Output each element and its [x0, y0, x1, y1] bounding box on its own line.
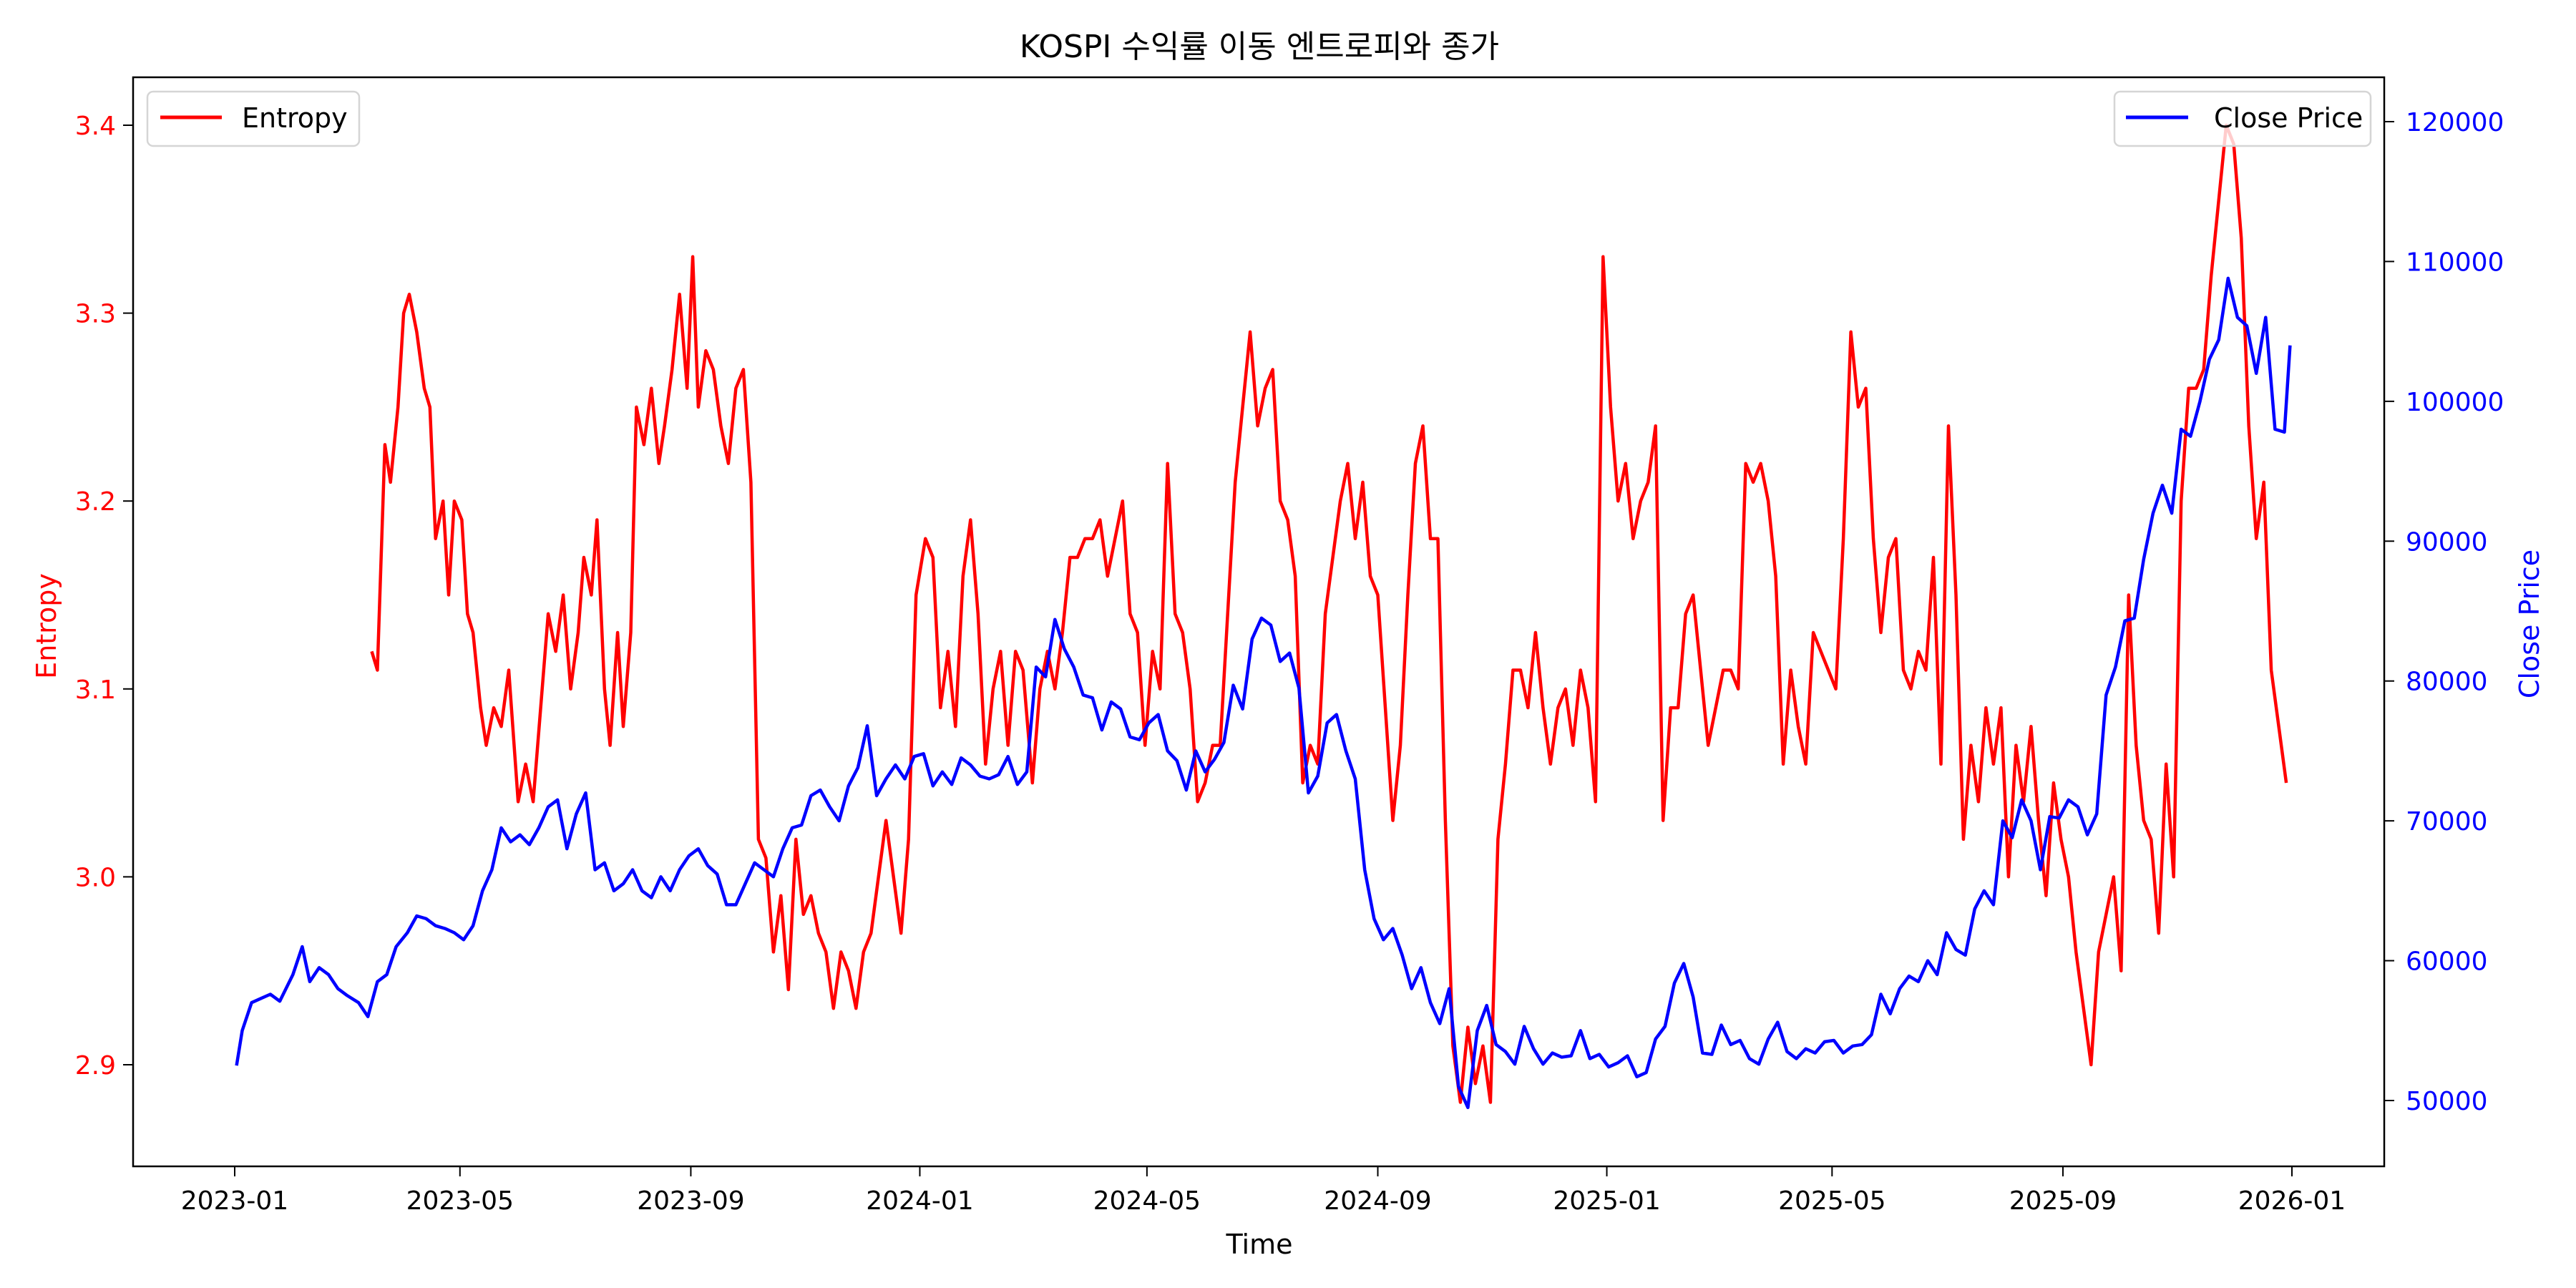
- y-right-tick-label: 60000: [2406, 947, 2488, 977]
- y-axis-left-label: Entropy: [31, 573, 62, 679]
- y-right-tick-label: 110000: [2406, 248, 2504, 277]
- y-left-tick-label: 3.4: [75, 112, 116, 141]
- close-price-polyline: [235, 276, 2292, 1110]
- x-tick-label: 2024-09: [1324, 1186, 1431, 1216]
- y-right-tick-label: 100000: [2406, 388, 2504, 417]
- legend-entropy-label: Entropy: [242, 102, 348, 134]
- y-left-tick-label: 3.0: [75, 863, 116, 892]
- y-axis-left: 2.9 3.0 3.1 3.2 3.3 3.4: [75, 112, 133, 1080]
- y-right-tick-label: 90000: [2406, 527, 2488, 557]
- x-axis: 2023-01 2023-05 2023-09 2024-01 2024-05 2024-…: [181, 1166, 2346, 1216]
- y-axis-right-label: Close Price: [2514, 550, 2545, 698]
- legend-close-price-label: Close Price: [2214, 102, 2363, 134]
- chart-title: KOSPI 수익률 이동 엔트로피와 종가: [1020, 29, 1499, 65]
- y-right-tick-label: 120000: [2406, 108, 2504, 137]
- x-tick-label: 2023-01: [181, 1186, 288, 1216]
- y-right-tick-label: 80000: [2406, 668, 2488, 697]
- legend-entropy: Entropy: [146, 90, 361, 147]
- x-tick-label: 2024-05: [1093, 1186, 1201, 1216]
- legend-close-price: Close Price: [2113, 90, 2372, 147]
- y-right-tick-label: 50000: [2406, 1087, 2488, 1116]
- x-tick-label: 2023-05: [406, 1186, 514, 1216]
- x-tick-label: 2023-09: [637, 1186, 744, 1216]
- entropy-polyline: [370, 123, 2288, 1104]
- entropy-line: [370, 123, 2288, 1104]
- x-tick-label: 2025-01: [1553, 1186, 1660, 1216]
- close-price-line: [235, 276, 2292, 1110]
- y-left-tick-label: 3.2: [75, 487, 116, 517]
- plot-area: [132, 76, 2386, 1168]
- y-right-tick-label: 70000: [2406, 807, 2488, 836]
- x-axis-label: Time: [1226, 1229, 1293, 1260]
- x-tick-label: 2025-09: [2009, 1186, 2117, 1216]
- y-left-tick-label: 2.9: [75, 1051, 116, 1080]
- x-tick-label: 2025-05: [1778, 1186, 1885, 1216]
- y-left-tick-label: 3.1: [75, 675, 116, 705]
- y-left-tick-label: 3.3: [75, 300, 116, 329]
- x-tick-label: 2024-01: [866, 1186, 973, 1216]
- y-axis-right: 50000 60000 70000 80000 90000 100000 110000 120…: [2384, 108, 2504, 1116]
- x-tick-label: 2026-01: [2238, 1186, 2346, 1216]
